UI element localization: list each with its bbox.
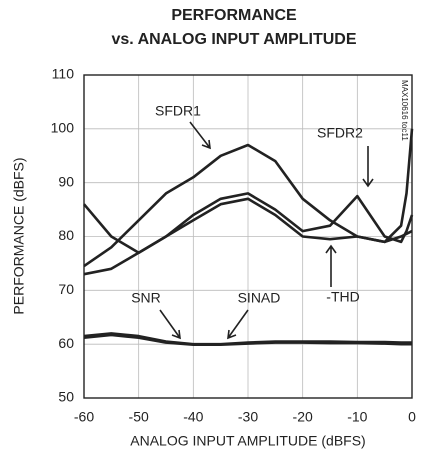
chart-subtitle: vs. ANALOG INPUT AMPLITUDE xyxy=(111,31,356,48)
arrow xyxy=(189,121,211,150)
arrow xyxy=(227,309,249,340)
series-label: SNR xyxy=(131,290,161,306)
note: MAX10616 toc11 xyxy=(400,80,409,141)
y-tick-label: 80 xyxy=(58,227,74,243)
arrow xyxy=(159,309,181,340)
series-label: SFDR1 xyxy=(155,103,201,119)
curves xyxy=(83,128,414,346)
y-tick-label: 50 xyxy=(58,389,74,405)
y-tick-label: 60 xyxy=(58,335,74,351)
x-tick-label: -10 xyxy=(347,409,367,425)
y-axis-label: PERFORMANCE (dBFS) xyxy=(11,157,27,314)
y-tick-label: 90 xyxy=(58,173,74,189)
arrow xyxy=(362,146,374,188)
y-tick-label: 100 xyxy=(51,120,75,136)
series-label: -THD xyxy=(326,289,359,305)
x-tick-label: -20 xyxy=(293,409,313,425)
x-tick-label: -40 xyxy=(183,409,203,425)
series-line xyxy=(83,128,414,268)
series-label: SINAD xyxy=(238,290,281,306)
y-tick-label: 70 xyxy=(58,281,74,297)
plot-frame xyxy=(83,74,413,399)
x-tick-label: -50 xyxy=(129,409,149,425)
x-tick-label: 0 xyxy=(408,409,416,425)
x-axis-label: ANALOG INPUT AMPLITUDE (dBFS) xyxy=(130,433,365,449)
y-tick-label: 110 xyxy=(52,66,75,82)
arrow xyxy=(325,244,337,287)
x-tick-label: -60 xyxy=(74,409,94,425)
series-line xyxy=(83,197,413,276)
arrows xyxy=(159,121,374,340)
series-line xyxy=(83,333,412,346)
x-tick-label: -30 xyxy=(238,409,258,425)
chart-title: PERFORMANCE xyxy=(171,7,297,24)
series-label: SFDR2 xyxy=(317,125,363,141)
